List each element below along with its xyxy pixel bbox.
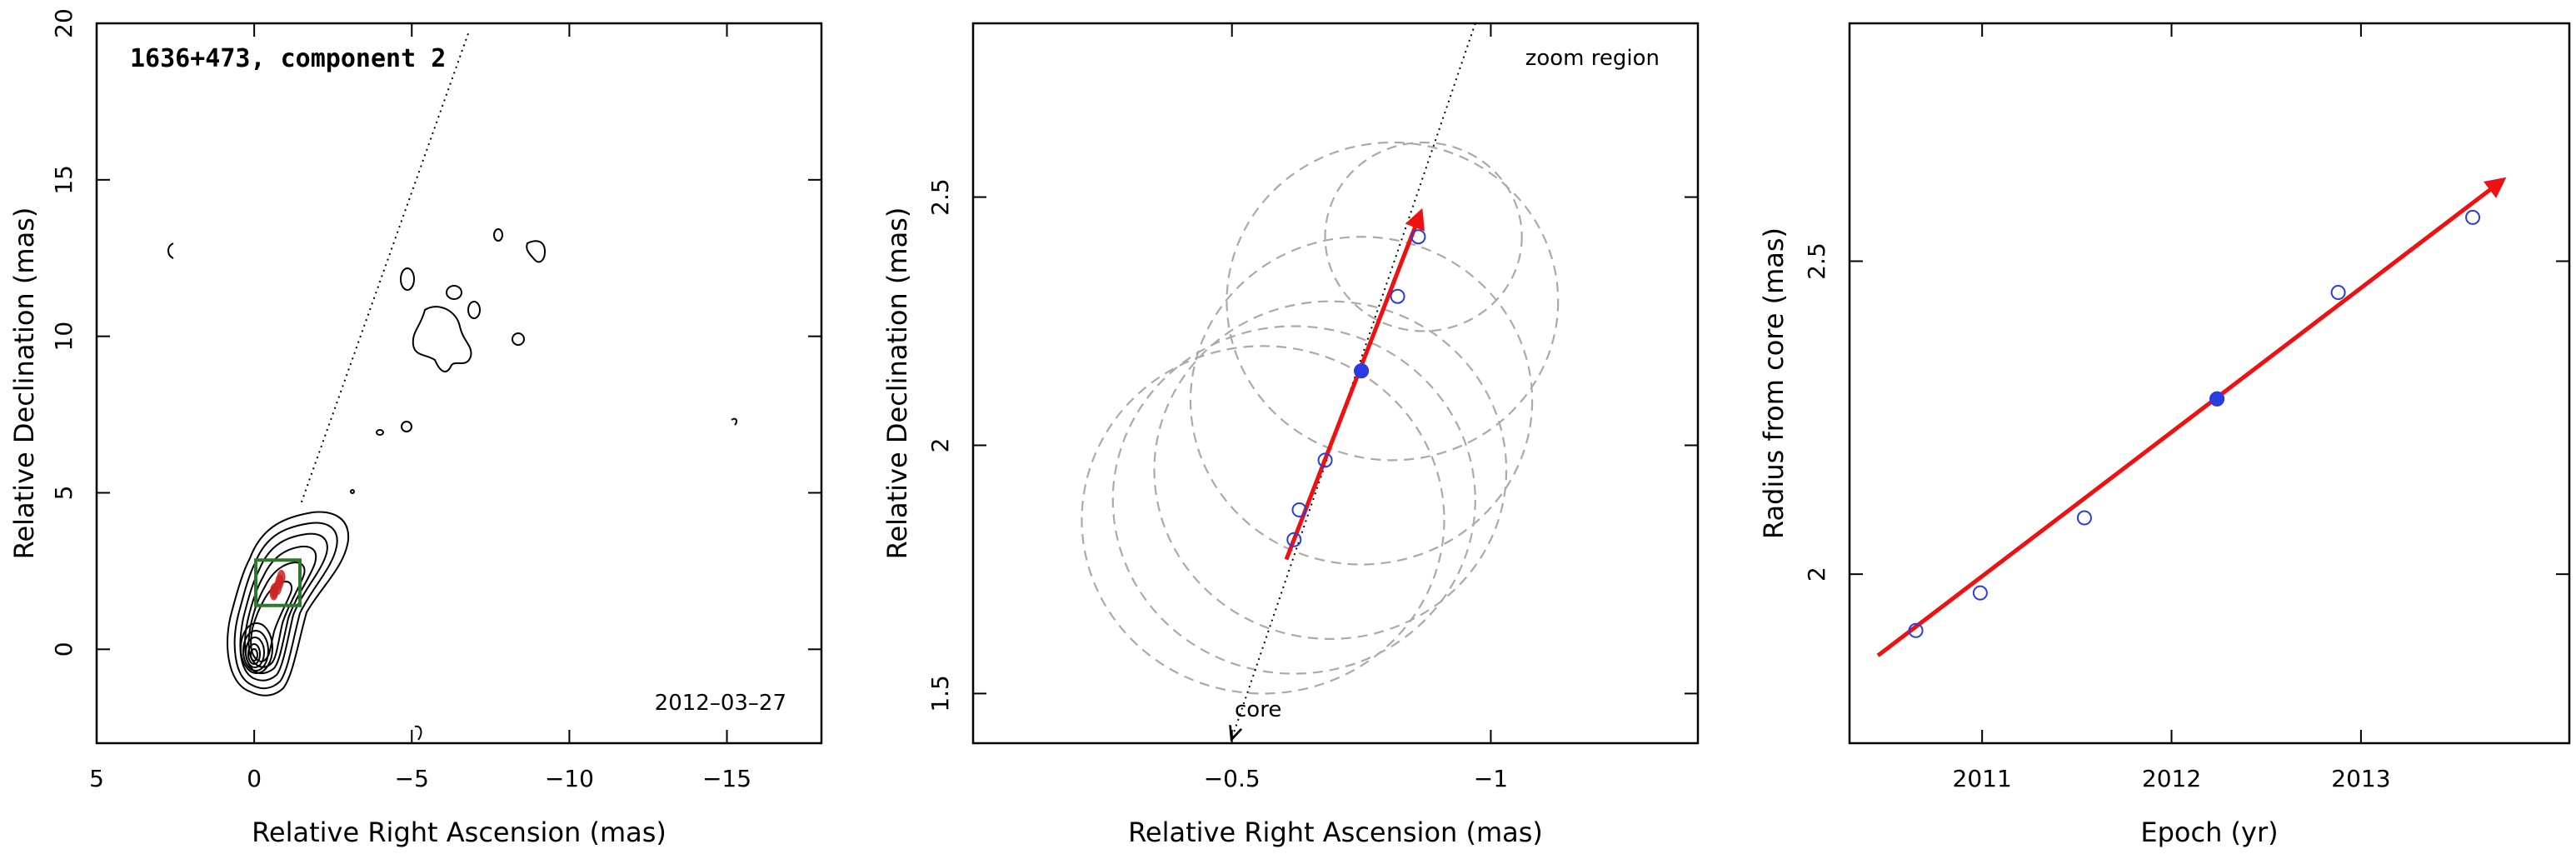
- plot-frame: [971, 22, 1700, 745]
- beam-circle: [1111, 325, 1476, 675]
- data-point: [1390, 288, 1405, 304]
- x-tick-label: −10: [545, 765, 594, 792]
- contour-blob-small-9: [350, 489, 355, 494]
- fit-arrow: [1876, 177, 2507, 657]
- contour-blob-small-5: [526, 240, 547, 263]
- x-axis-label: Relative Right Ascension (mas): [252, 817, 666, 848]
- core-label: core: [1235, 697, 1281, 722]
- x-axis-label: Epoch (yr): [2140, 817, 2278, 848]
- contour-core-2: [233, 522, 338, 690]
- x-axis-label: Relative Right Ascension (mas): [1128, 817, 1543, 848]
- x-tick-label: −5: [395, 765, 429, 792]
- contour-blob-main: [412, 306, 472, 372]
- zoom-region-label: zoom region: [1525, 46, 1660, 71]
- contour-blob-small-7: [401, 421, 412, 432]
- component-marker: [277, 569, 286, 585]
- contour-blob-small-8: [376, 429, 384, 436]
- x-tick-label: 2013: [2331, 765, 2390, 792]
- data-point: [1410, 229, 1426, 245]
- contour-core-8: [242, 630, 269, 672]
- contour-blob-small-4: [512, 332, 525, 346]
- date-label: 2012–03–27: [655, 691, 786, 716]
- contour-blob-small-1: [467, 301, 481, 319]
- y-tick-label: 10: [50, 322, 77, 352]
- data-point: [1286, 532, 1302, 547]
- contour-core-4: [244, 545, 317, 675]
- contour-core-1: [227, 511, 350, 697]
- zoom-rectangle: [254, 558, 302, 607]
- chart-title: 1636+473, component 2: [130, 44, 446, 73]
- x-tick-label: 0: [247, 765, 262, 792]
- x-tick-label: 2011: [1953, 765, 2012, 792]
- y-tick-label: 2.5: [926, 178, 954, 216]
- fit-arrow-line: [1876, 177, 2507, 657]
- axis-ticks: −0.5 −1 1.5 2 2.5: [926, 23, 1698, 792]
- contour-core-5: [247, 561, 306, 668]
- beam-circle: [1081, 345, 1445, 695]
- beam-circle: [1226, 141, 1560, 462]
- contour-core-9: [245, 637, 265, 668]
- x-tick-label: −1: [1474, 765, 1508, 792]
- fit-arrow-line: [1284, 207, 1425, 561]
- data-point: [1317, 452, 1333, 468]
- panel-zoom: −0.5 −1 1.5 2 2.5 zoom region core Relative …: [881, 22, 1700, 848]
- data-point: [2076, 510, 2092, 526]
- plot-frame: [1848, 22, 2571, 745]
- data-point: [1972, 585, 1988, 601]
- data-point: [1908, 622, 1924, 638]
- contour-core-10: [247, 643, 261, 665]
- axis-ticks: 5 0 −5 −10 −15 0 5 10 15 20: [50, 8, 821, 792]
- y-tick-label: 20: [50, 8, 77, 38]
- x-tick-label: 2012: [2142, 765, 2201, 792]
- y-tick-label: 15: [50, 165, 77, 195]
- data-points: [1286, 229, 1426, 547]
- highlighted-point: [2209, 391, 2225, 407]
- y-axis-label: Relative Declination (mas): [881, 207, 913, 560]
- data-points: [1908, 209, 2481, 638]
- component-positions: [269, 569, 286, 601]
- data-point: [2465, 209, 2481, 225]
- beam-circles: [1081, 141, 1560, 695]
- y-axis-label: Radius from core (mas): [1758, 227, 1790, 539]
- panel-map: 5 0 −5 −10 −15 0 5 10 15 20: [8, 8, 823, 848]
- y-tick-label: 1.5: [926, 675, 954, 712]
- panel-radius: 2011 2012 2013 2 2.5 Epoch (yr) Radius from …: [1758, 22, 2571, 848]
- fit-arrow: [1284, 207, 1425, 561]
- zoom-box: [254, 558, 302, 607]
- y-tick-label: 2: [1803, 567, 1830, 582]
- jet-direction-line: [300, 32, 470, 503]
- beam-circle: [1189, 236, 1534, 566]
- contour-blob-small-11: [167, 242, 174, 259]
- y-tick-label: 0: [50, 642, 77, 657]
- y-tick-label: 5: [50, 486, 77, 501]
- contour-blob-small-12: [414, 725, 422, 741]
- contour-blob-small-10: [731, 417, 738, 426]
- plot-frame: [95, 22, 823, 745]
- x-tick-label: −15: [702, 765, 751, 792]
- contour-blob-small-3: [400, 267, 415, 291]
- highlighted-point: [1354, 363, 1370, 379]
- contour-blob-small-6: [493, 228, 503, 242]
- contour-core-7: [240, 622, 273, 674]
- contour-blob-small-2: [446, 285, 462, 300]
- y-tick-label: 2: [926, 438, 954, 453]
- beam-circle: [1324, 141, 1523, 332]
- data-point: [2330, 285, 2346, 301]
- y-axis-label: Relative Declination (mas): [8, 207, 40, 560]
- data-point: [1291, 502, 1307, 517]
- contour-core-3: [239, 532, 328, 682]
- x-tick-label: −0.5: [1204, 765, 1261, 792]
- beam-circle: [1153, 300, 1508, 640]
- contour-core-11: [250, 648, 258, 662]
- x-tick-label: 5: [89, 765, 104, 792]
- contour-map: [167, 228, 738, 741]
- y-tick-label: 2.5: [1803, 242, 1830, 280]
- axis-ticks: 2011 2012 2013 2 2.5: [1803, 23, 2569, 792]
- jet-line: [300, 32, 470, 503]
